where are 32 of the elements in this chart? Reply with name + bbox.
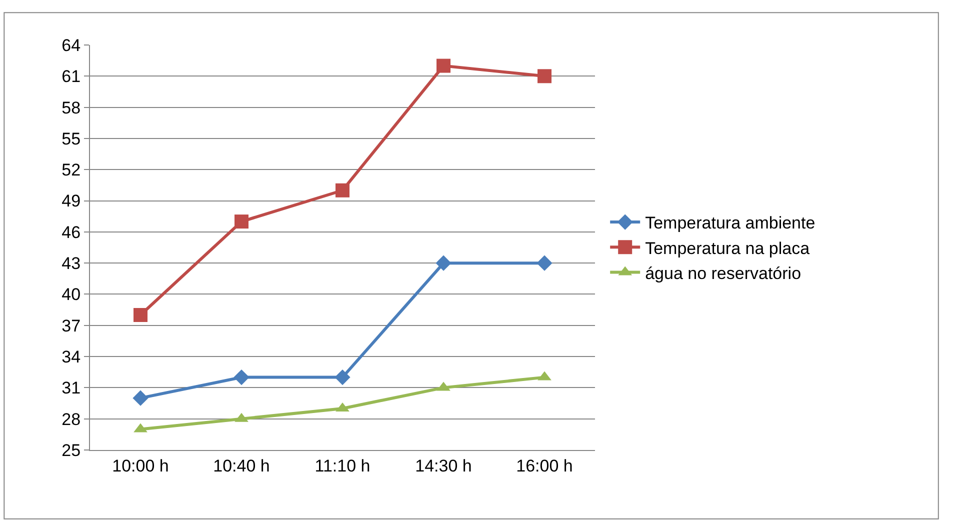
point (536, 255, 552, 271)
y-tick-label: 37 (62, 316, 81, 336)
y-tick-label: 34 (62, 347, 81, 366)
y-tick-label: 61 (62, 67, 81, 86)
point (538, 69, 552, 84)
y-tick-label: 40 (62, 285, 81, 304)
y-tick-label: 43 (62, 254, 81, 274)
y-tick-label: 46 (62, 222, 81, 242)
legend-label: Temperatura na placa (645, 238, 810, 258)
x-tick-label: 10:40 h (213, 456, 270, 476)
point (132, 390, 148, 406)
y-tick-label: 64 (62, 36, 81, 55)
y-tick-label: 25 (62, 440, 81, 460)
y-tick-label: 28 (62, 410, 81, 429)
x-tick-label: 14:30 h (415, 456, 472, 476)
y-tick-label: 55 (62, 129, 81, 148)
y-tick-label: 31 (62, 378, 81, 398)
point (134, 308, 148, 322)
x-tick-label: 10:00 h (112, 456, 169, 476)
y-tick-label: 52 (62, 160, 81, 180)
point (234, 214, 248, 229)
legend-label: água no reservatório (645, 264, 802, 283)
point (334, 370, 350, 386)
legend-label: Temperatura ambiente (645, 214, 816, 233)
y-tick-label: 58 (62, 98, 81, 118)
point (436, 58, 450, 73)
point (336, 183, 350, 198)
x-tick-label: 11:10 h (314, 456, 370, 476)
y-tick-label: 49 (62, 192, 81, 211)
x-tick-label: 16:00 h (516, 456, 573, 476)
point (436, 255, 452, 271)
point (234, 370, 250, 386)
